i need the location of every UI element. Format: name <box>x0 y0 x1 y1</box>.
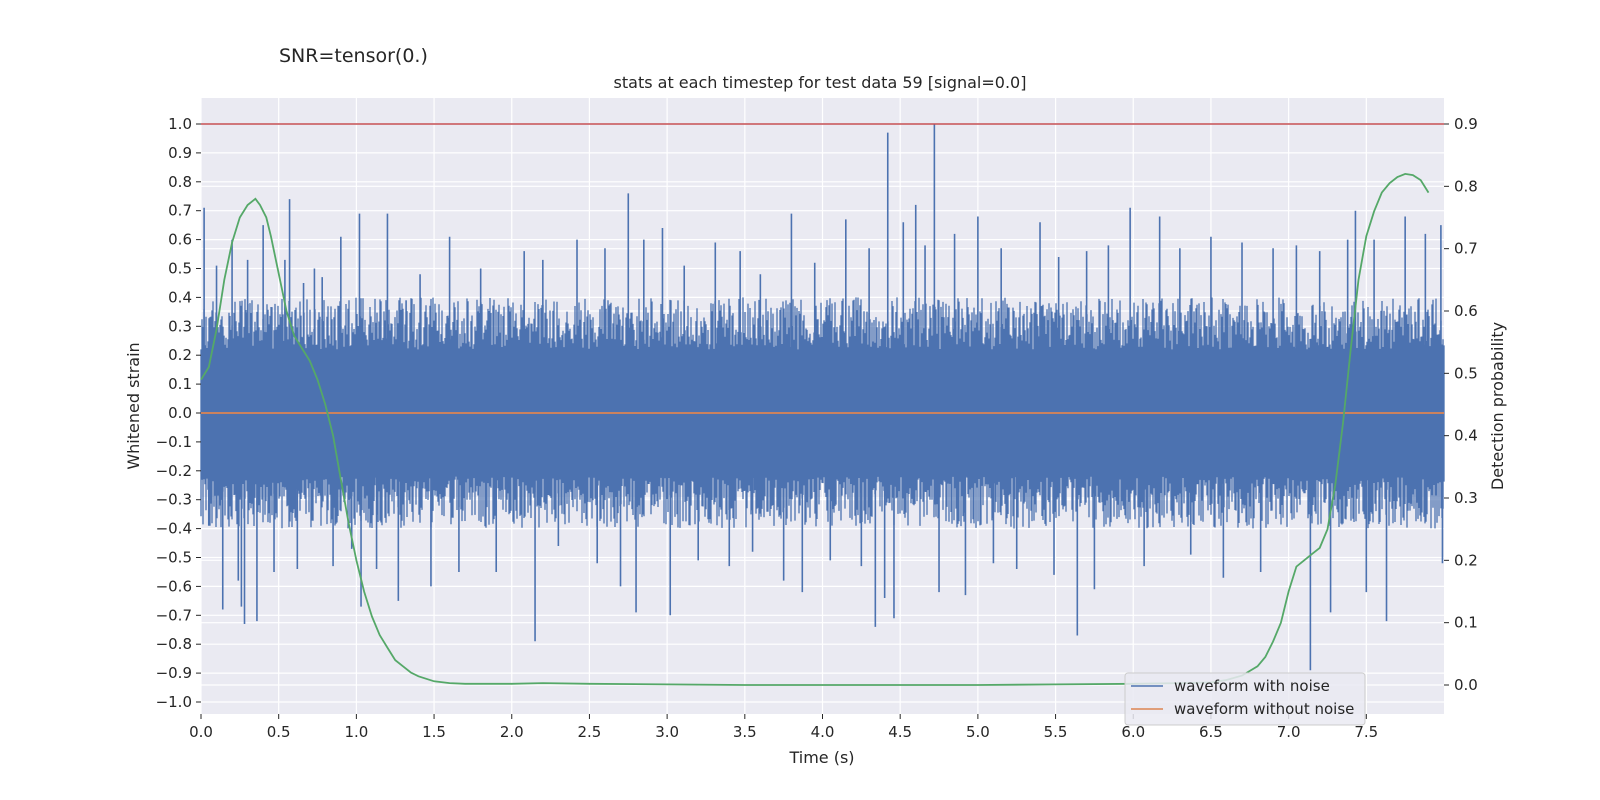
x-axis-label: Time (s) <box>788 748 854 767</box>
y-tick-label: −1.0 <box>156 693 192 711</box>
x-tick-label: 1.0 <box>344 723 368 741</box>
y-tick-label: −0.3 <box>156 491 192 509</box>
x-tick-label: 3.5 <box>733 723 757 741</box>
y-tick-label: −0.2 <box>156 462 192 480</box>
x-tick-label: 5.5 <box>1044 723 1068 741</box>
x-tick-label: 7.5 <box>1354 723 1378 741</box>
y2-tick-label: 0.5 <box>1454 364 1478 382</box>
y2-tick-label: 0.8 <box>1454 177 1478 195</box>
x-tick-label: 0.5 <box>267 723 291 741</box>
y-tick-label: −0.9 <box>156 664 192 682</box>
y2-tick-label: 0.1 <box>1454 614 1478 632</box>
y2-tick-label: 0.2 <box>1454 551 1478 569</box>
y-tick-label: −0.4 <box>156 520 192 538</box>
y-tick-label: 0.9 <box>168 144 192 162</box>
y-tick-label: −0.5 <box>156 549 192 567</box>
legend-box <box>1124 672 1366 726</box>
y2-tick-label: 0.7 <box>1454 240 1478 258</box>
x-tick-label: 7.0 <box>1277 723 1301 741</box>
y-tick-label: 0.4 <box>168 288 192 306</box>
x-tick-label: 6.5 <box>1199 723 1223 741</box>
y-tick-label: 1.0 <box>168 115 192 133</box>
y2-tick-label: 0.6 <box>1454 302 1478 320</box>
y-tick-label: 0.0 <box>168 404 192 422</box>
y-tick-label: 0.2 <box>168 346 192 364</box>
series-overlays <box>200 123 1444 686</box>
y2-tick-label: 0.0 <box>1454 676 1478 694</box>
detection-probability-line <box>200 172 1430 686</box>
figure-suptitle: SNR=tensor(0.) <box>279 45 428 67</box>
x-tick-label: 5.0 <box>966 723 990 741</box>
y-tick-label: 0.8 <box>168 173 192 191</box>
x-tick-label: 2.0 <box>500 723 524 741</box>
y-tick-label: −0.6 <box>156 577 192 595</box>
legend-label-noisy: waveform with noise <box>1174 677 1330 695</box>
x-tick-label: 1.5 <box>422 723 446 741</box>
legend-label-clean: waveform without noise <box>1174 700 1354 718</box>
y2-axis-label: Detection probability <box>1488 322 1507 490</box>
y-axis-ticks: 1.0 0.9 0.8 0.7 0.6 0.5 0.4 0.3 0.2 0.1 0.0 −0.1 −0.… <box>156 115 201 711</box>
y2-tick-label: 0.9 <box>1454 115 1478 133</box>
y-tick-label: 0.1 <box>168 375 192 393</box>
y-axis-label: Whitened strain <box>124 342 143 469</box>
y-tick-label: −0.1 <box>156 433 192 451</box>
y-tick-label: 0.6 <box>168 231 192 249</box>
y-tick-label: 0.7 <box>168 202 192 220</box>
x-tick-label: 4.5 <box>888 723 912 741</box>
y-tick-label: −0.8 <box>156 635 192 653</box>
x-tick-label: 3.0 <box>655 723 679 741</box>
chart-title: stats at each timestep for test data 59 … <box>614 73 1027 92</box>
y2-tick-label: 0.3 <box>1454 489 1478 507</box>
series-waveform-with-noise <box>200 124 1445 671</box>
y2-tick-label: 0.4 <box>1454 427 1478 445</box>
x-axis-ticks: 0.0 0.5 1.0 1.5 2.0 2.5 3.0 3.5 4.0 4.5 5.0 5.5 6.0 6… <box>189 714 1378 741</box>
y2-axis-ticks: 0.9 0.8 0.7 0.6 0.5 0.4 0.3 0.2 0.1 0.0 <box>1444 115 1478 694</box>
x-tick-label: 4.0 <box>811 723 835 741</box>
noisy-waveform-band <box>200 297 1445 529</box>
x-tick-label: 6.0 <box>1121 723 1145 741</box>
y-tick-label: 0.5 <box>168 260 192 278</box>
x-tick-label: 2.5 <box>578 723 602 741</box>
legend: waveform with noise waveform without noi… <box>1124 672 1366 726</box>
y-tick-label: −0.7 <box>156 606 192 624</box>
x-tick-label: 0.0 <box>189 723 213 741</box>
y-tick-label: 0.3 <box>168 317 192 335</box>
